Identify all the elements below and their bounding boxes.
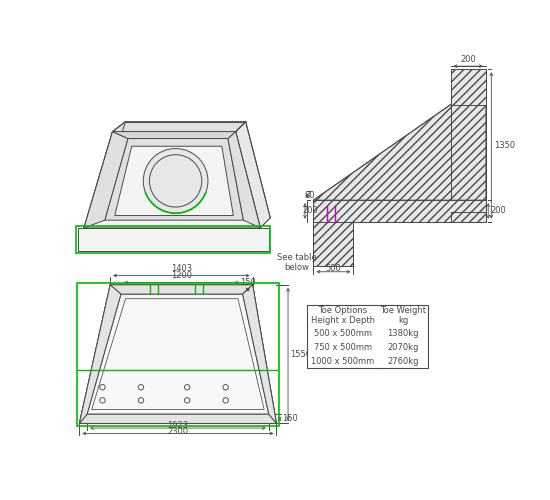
Polygon shape bbox=[112, 122, 246, 132]
Text: 80: 80 bbox=[304, 191, 315, 200]
Bar bbox=[450, 69, 486, 104]
Text: 1923: 1923 bbox=[167, 422, 189, 430]
Text: 500 x 500mm: 500 x 500mm bbox=[314, 329, 372, 338]
Text: 1403: 1403 bbox=[171, 264, 192, 274]
Text: 1380kg: 1380kg bbox=[387, 329, 419, 338]
Polygon shape bbox=[314, 200, 486, 222]
Text: 1550: 1550 bbox=[290, 350, 311, 358]
Bar bbox=[76, 226, 271, 252]
Text: 1200: 1200 bbox=[171, 271, 192, 280]
Polygon shape bbox=[84, 122, 125, 228]
Polygon shape bbox=[78, 228, 269, 251]
Text: 1000 x 500mm: 1000 x 500mm bbox=[311, 356, 375, 366]
Polygon shape bbox=[314, 104, 486, 200]
Polygon shape bbox=[104, 138, 243, 220]
Polygon shape bbox=[79, 285, 121, 424]
Text: 150: 150 bbox=[240, 278, 256, 287]
Polygon shape bbox=[84, 132, 260, 228]
Polygon shape bbox=[236, 122, 271, 228]
Text: 1350: 1350 bbox=[494, 141, 515, 150]
Circle shape bbox=[143, 148, 208, 213]
Bar bbox=[307, 305, 428, 368]
Polygon shape bbox=[110, 285, 252, 294]
Bar bbox=[77, 282, 279, 426]
Polygon shape bbox=[314, 222, 354, 266]
Polygon shape bbox=[84, 132, 128, 228]
Polygon shape bbox=[243, 285, 277, 424]
Polygon shape bbox=[79, 285, 277, 424]
Polygon shape bbox=[112, 132, 236, 138]
Text: 200: 200 bbox=[302, 206, 318, 216]
Text: 200: 200 bbox=[491, 206, 507, 216]
Polygon shape bbox=[79, 414, 277, 424]
Polygon shape bbox=[228, 132, 260, 228]
Text: 150: 150 bbox=[282, 414, 298, 424]
Text: 2300: 2300 bbox=[167, 427, 189, 436]
Text: See table
below: See table below bbox=[277, 252, 316, 272]
Text: 2070kg: 2070kg bbox=[387, 342, 419, 351]
Text: 2760kg: 2760kg bbox=[387, 356, 419, 366]
Text: Toe Weight
kg: Toe Weight kg bbox=[380, 306, 426, 326]
Polygon shape bbox=[115, 146, 233, 216]
Text: 200: 200 bbox=[460, 55, 476, 64]
Text: 500: 500 bbox=[326, 264, 342, 274]
Polygon shape bbox=[87, 294, 269, 414]
Text: 750 x 500mm: 750 x 500mm bbox=[314, 342, 372, 351]
Bar bbox=[450, 104, 486, 212]
Text: Toe Options
Height x Depth: Toe Options Height x Depth bbox=[311, 306, 375, 326]
